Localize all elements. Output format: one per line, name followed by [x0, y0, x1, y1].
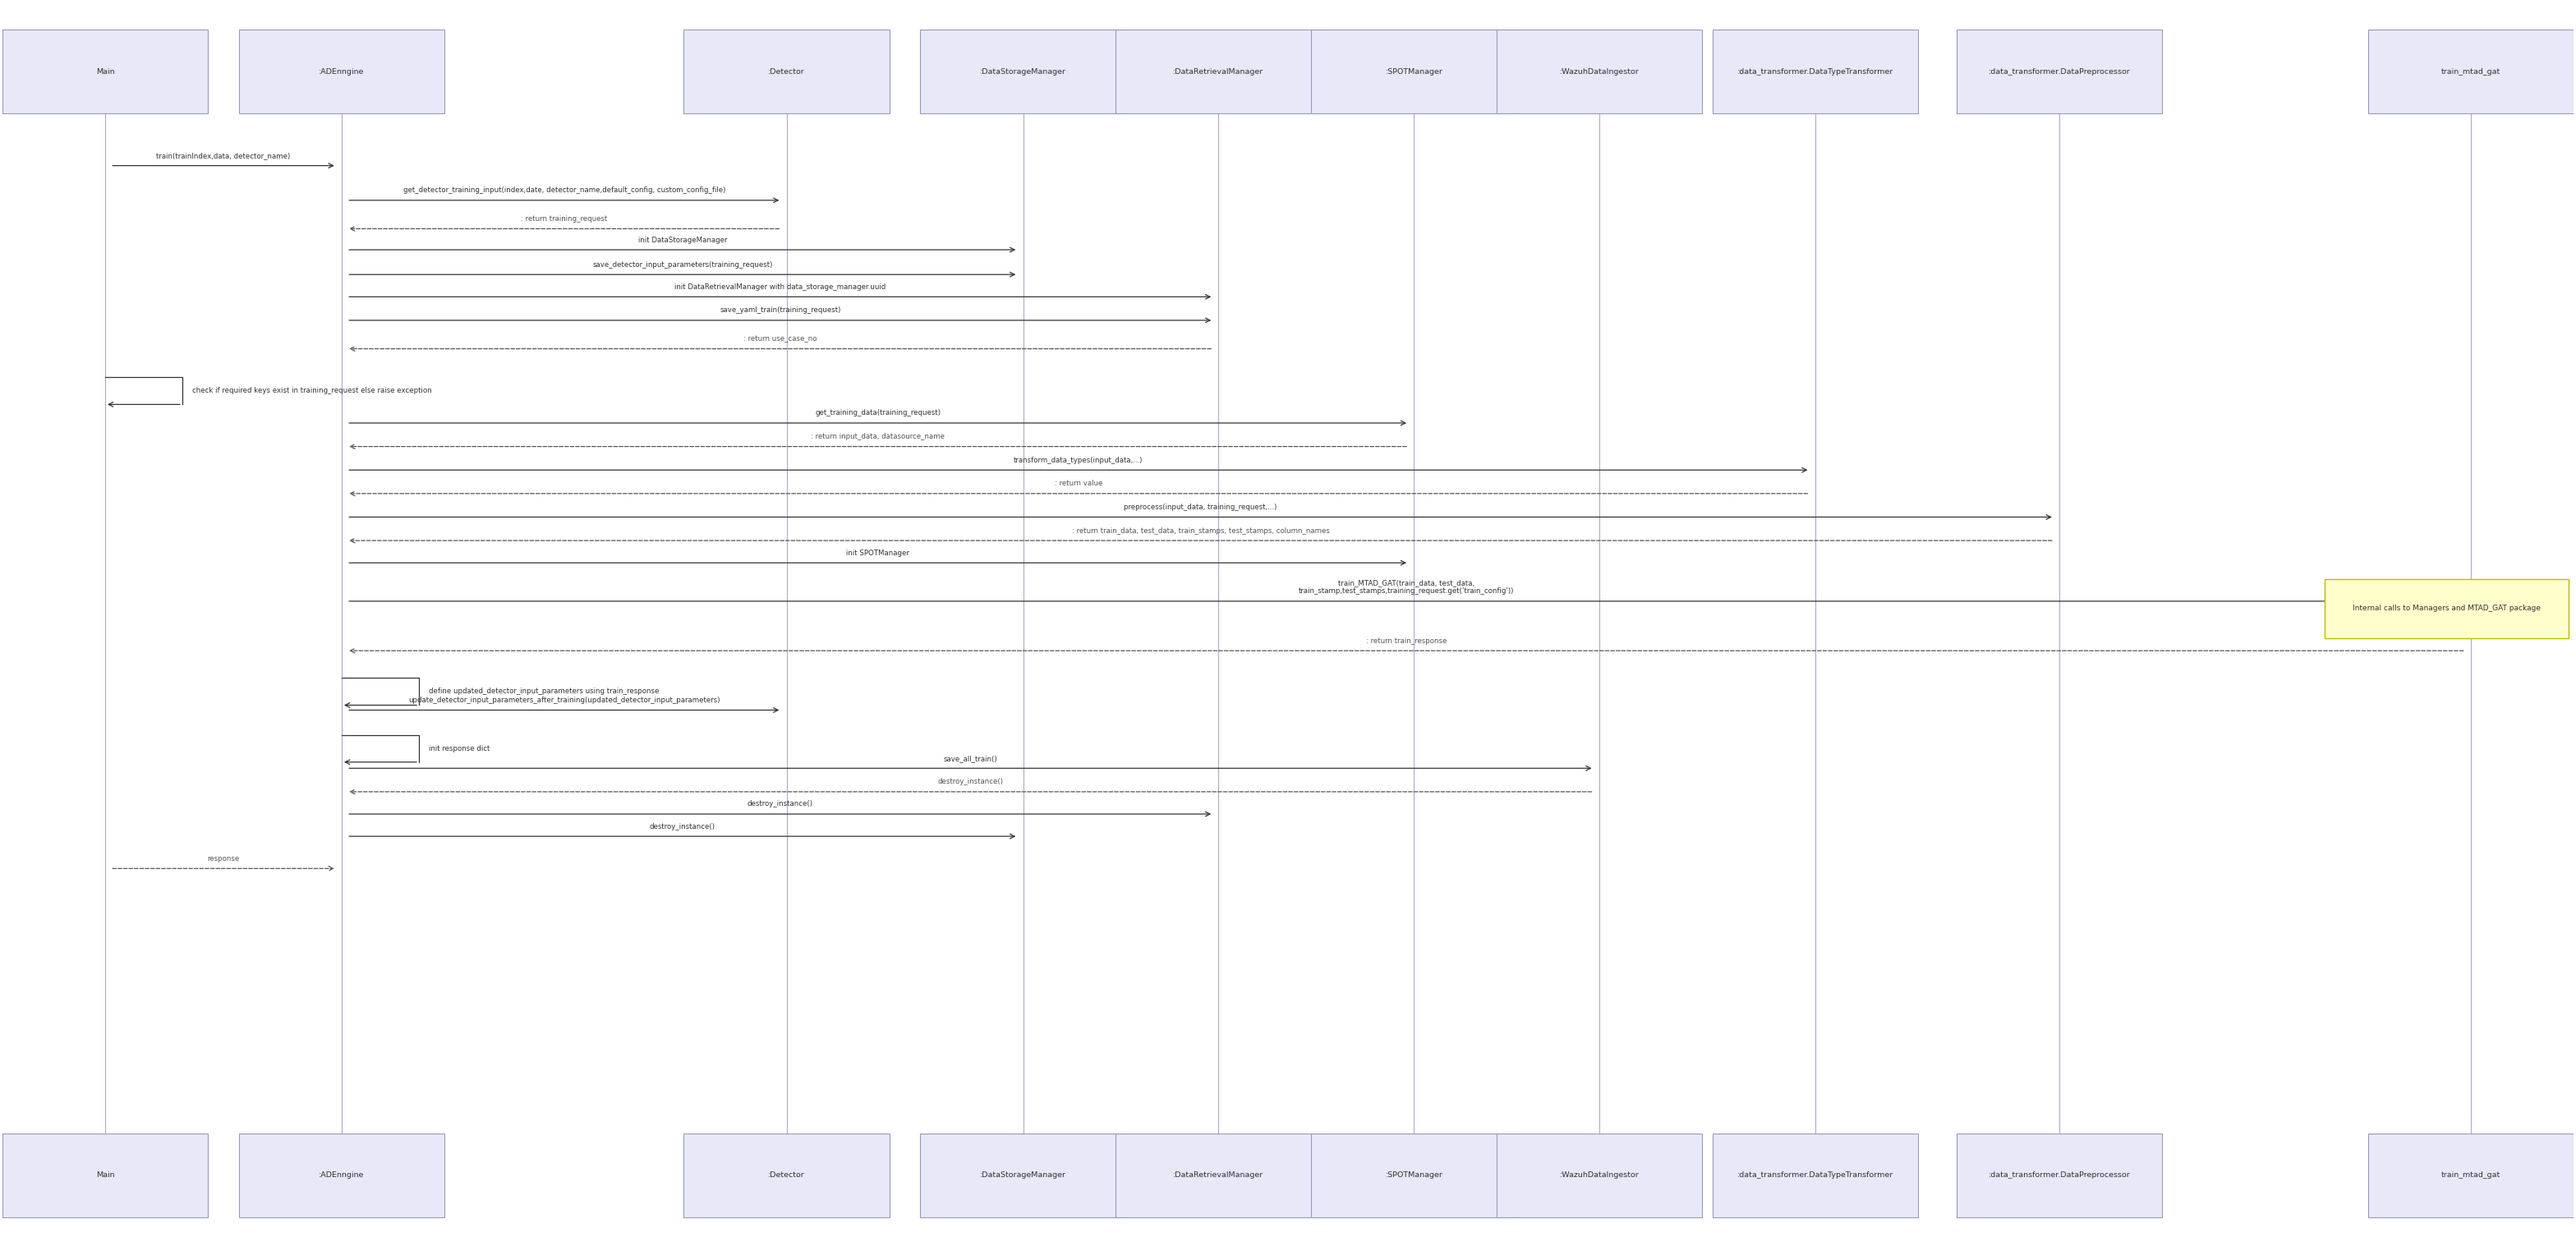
Text: :ADEnngine: :ADEnngine — [319, 68, 363, 76]
FancyBboxPatch shape — [1497, 30, 1703, 114]
Text: destroy_instance(): destroy_instance() — [747, 800, 814, 807]
FancyBboxPatch shape — [1311, 30, 1517, 114]
Text: init response dict: init response dict — [430, 745, 489, 753]
Text: update_detector_input_parameters_after_training(updated_detector_input_parameter: update_detector_input_parameters_after_t… — [407, 697, 721, 704]
Text: response: response — [206, 854, 240, 862]
Text: :WazuhDataIngestor: :WazuhDataIngestor — [1558, 1171, 1638, 1179]
Text: save_detector_input_parameters(training_request): save_detector_input_parameters(training_… — [592, 261, 773, 268]
Text: train_mtad_gat: train_mtad_gat — [2442, 68, 2501, 76]
Text: get_training_data(training_request): get_training_data(training_request) — [814, 410, 940, 417]
Text: check if required keys exist in training_request else raise exception: check if required keys exist in training… — [193, 388, 433, 395]
FancyBboxPatch shape — [1958, 30, 2161, 114]
FancyBboxPatch shape — [1713, 30, 1919, 114]
Text: :SPOTManager: :SPOTManager — [1386, 68, 1443, 76]
Text: :data_transformer.DataPreprocessor: :data_transformer.DataPreprocessor — [1989, 68, 2130, 76]
Text: Main: Main — [95, 1171, 113, 1179]
FancyBboxPatch shape — [920, 30, 1126, 114]
Text: : return train_data, test_data, train_stamps, test_stamps, column_names: : return train_data, test_data, train_st… — [1072, 527, 1329, 534]
FancyBboxPatch shape — [1713, 1133, 1919, 1217]
Text: train(trainIndex,data, detector_name): train(trainIndex,data, detector_name) — [157, 152, 291, 159]
Text: :Detector: :Detector — [768, 68, 804, 76]
FancyBboxPatch shape — [240, 1133, 446, 1217]
Text: :DataRetrievalManager: :DataRetrievalManager — [1172, 1171, 1265, 1179]
Text: destroy_instance(): destroy_instance() — [649, 822, 716, 830]
FancyBboxPatch shape — [240, 30, 446, 114]
Text: : return input_data, datasource_name: : return input_data, datasource_name — [811, 433, 945, 441]
FancyBboxPatch shape — [2324, 579, 2568, 638]
Text: :WazuhDataIngestor: :WazuhDataIngestor — [1558, 68, 1638, 76]
Text: transform_data_types(input_data,...): transform_data_types(input_data,...) — [1015, 457, 1144, 463]
Text: :Detector: :Detector — [768, 1171, 804, 1179]
FancyBboxPatch shape — [1497, 1133, 1703, 1217]
FancyBboxPatch shape — [920, 1133, 1126, 1217]
Text: Internal calls to Managers and MTAD_GAT package: Internal calls to Managers and MTAD_GAT … — [2352, 605, 2540, 612]
Text: train_MTAD_GAT(train_data, test_data,
train_stamp,test_stamps,training_request.g: train_MTAD_GAT(train_data, test_data, tr… — [1298, 579, 1515, 595]
Text: :data_transformer.DataTypeTransformer: :data_transformer.DataTypeTransformer — [1736, 68, 1893, 76]
Text: train_mtad_gat: train_mtad_gat — [2442, 1171, 2501, 1179]
FancyBboxPatch shape — [683, 1133, 889, 1217]
Text: : return use_case_no: : return use_case_no — [744, 335, 817, 343]
Text: init DataStorageManager: init DataStorageManager — [639, 236, 726, 243]
Text: get_detector_training_input(index,date, detector_name,default_config, custom_con: get_detector_training_input(index,date, … — [402, 186, 726, 194]
Text: Main: Main — [95, 68, 113, 76]
FancyBboxPatch shape — [3, 30, 209, 114]
FancyBboxPatch shape — [3, 1133, 209, 1217]
Text: : return train_response: : return train_response — [1365, 637, 1448, 645]
Text: :SPOTManager: :SPOTManager — [1386, 1171, 1443, 1179]
Text: :data_transformer.DataPreprocessor: :data_transformer.DataPreprocessor — [1989, 1171, 2130, 1179]
Text: :DataStorageManager: :DataStorageManager — [979, 68, 1066, 76]
Text: destroy_instance(): destroy_instance() — [938, 779, 1002, 786]
FancyBboxPatch shape — [2367, 1133, 2573, 1217]
FancyBboxPatch shape — [1115, 30, 1321, 114]
FancyBboxPatch shape — [1311, 1133, 1517, 1217]
FancyBboxPatch shape — [1958, 1133, 2161, 1217]
Text: save_yaml_train(training_request): save_yaml_train(training_request) — [719, 307, 840, 314]
Text: :ADEnngine: :ADEnngine — [319, 1171, 363, 1179]
Text: define updated_detector_input_parameters using train_response: define updated_detector_input_parameters… — [430, 688, 659, 696]
Text: : return value: : return value — [1054, 479, 1103, 487]
Text: save_all_train(): save_all_train() — [943, 755, 997, 763]
Text: :DataRetrievalManager: :DataRetrievalManager — [1172, 68, 1265, 76]
Text: init DataRetrievalManager with data_storage_manager.uuid: init DataRetrievalManager with data_stor… — [675, 283, 886, 291]
FancyBboxPatch shape — [2367, 30, 2573, 114]
Text: :DataStorageManager: :DataStorageManager — [979, 1171, 1066, 1179]
FancyBboxPatch shape — [683, 30, 889, 114]
Text: init SPOTManager: init SPOTManager — [848, 549, 909, 556]
Text: : return training_request: : return training_request — [520, 215, 608, 222]
Text: :data_transformer.DataTypeTransformer: :data_transformer.DataTypeTransformer — [1736, 1171, 1893, 1179]
Text: preprocess(input_data, training_request,...): preprocess(input_data, training_request,… — [1123, 503, 1278, 510]
FancyBboxPatch shape — [1115, 1133, 1321, 1217]
